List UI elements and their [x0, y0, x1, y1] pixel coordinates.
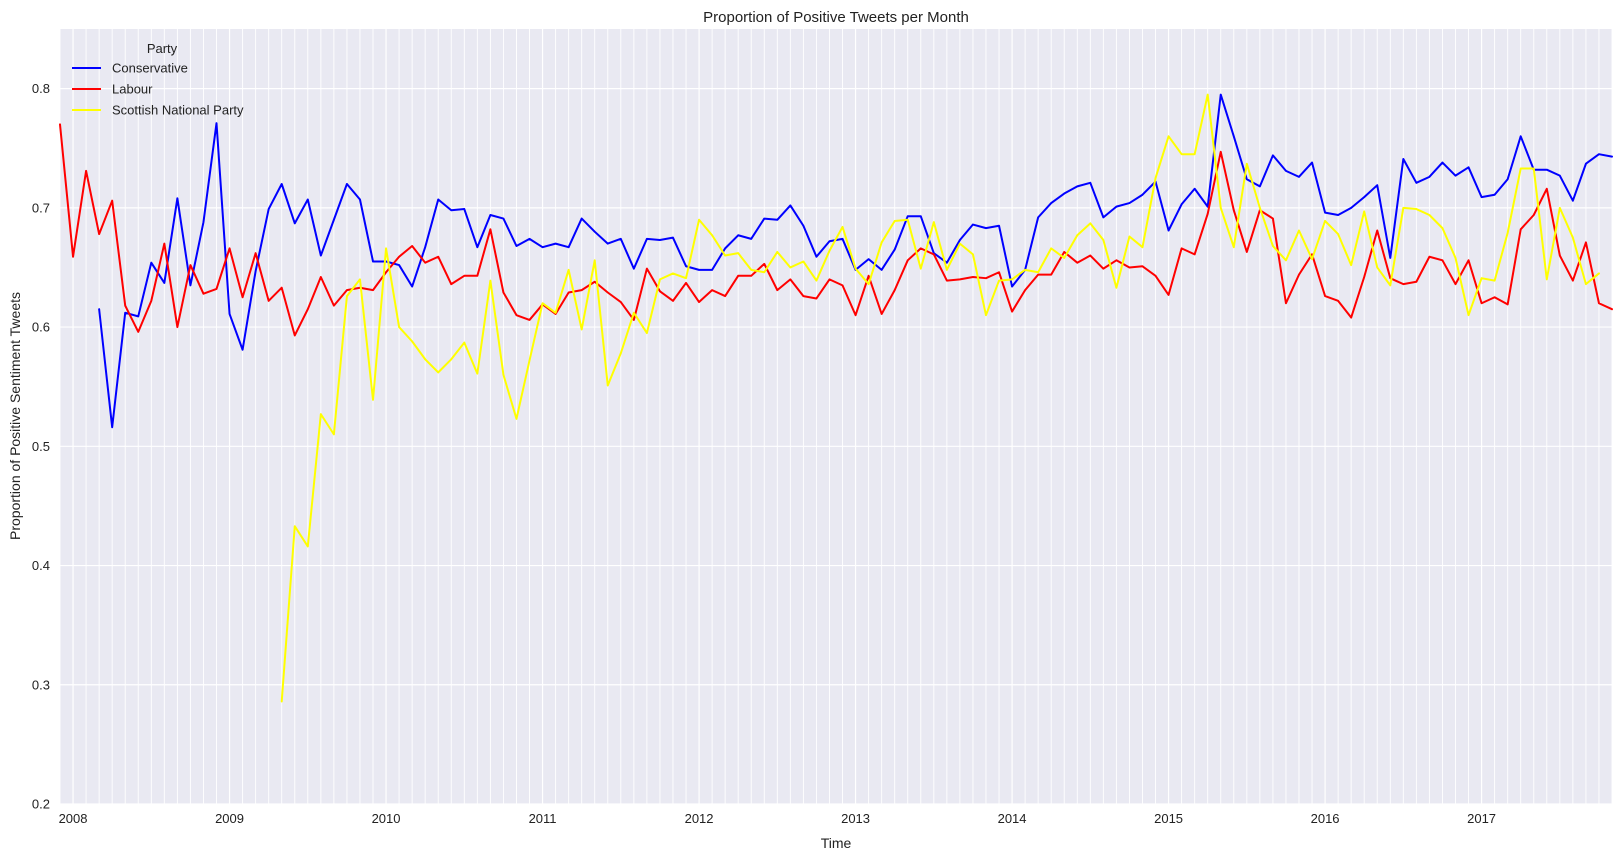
- legend-label: Scottish National Party: [112, 103, 244, 118]
- y-tick-label: 0.6: [32, 320, 50, 335]
- plot-background: [60, 29, 1612, 804]
- x-tick-label: 2010: [372, 811, 401, 826]
- y-tick-label: 0.3: [32, 677, 50, 692]
- series-lines: [59, 93, 1613, 703]
- legend-items: Conservative Labour Scottish National Part…: [72, 61, 244, 118]
- legend-title: Party: [147, 41, 178, 56]
- x-tick-label: 2011: [529, 811, 557, 826]
- y-tick-label: 0.2: [32, 797, 50, 812]
- x-axis-label: Time: [821, 835, 852, 851]
- y-tick-label: 0.4: [32, 558, 50, 573]
- x-tick-label: 2014: [998, 811, 1027, 826]
- y-tick-label: 0.7: [32, 200, 50, 215]
- series-line-1: [59, 123, 1613, 337]
- x-tick-label: 2016: [1311, 811, 1340, 826]
- x-tick-label: 2015: [1154, 811, 1183, 826]
- y-tick-label: 0.8: [32, 81, 50, 96]
- x-tick-label: 2012: [685, 811, 714, 826]
- series-line-2: [280, 93, 1600, 703]
- legend: Party Conservative Labour Scottish Nationa…: [72, 41, 244, 118]
- x-tick-labels: 2008 2009 2010 2011 2012 2013 2014 2015 2016 2017: [59, 811, 1496, 826]
- x-tick-label: 2013: [841, 811, 870, 826]
- legend-label: Conservative: [112, 61, 188, 76]
- x-tick-label: 2017: [1467, 811, 1496, 826]
- y-axis-label: Proportion of Positive Sentiment Tweets: [7, 292, 23, 540]
- x-tick-label: 2009: [215, 811, 244, 826]
- y-tick-label: 0.5: [32, 439, 50, 454]
- y-tick-labels: 0.2 0.3 0.4 0.5 0.6 0.7 0.8: [32, 81, 50, 811]
- x-tick-label: 2008: [59, 811, 88, 826]
- chart-title: Proportion of Positive Tweets per Month: [703, 9, 969, 26]
- legend-label: Labour: [112, 82, 153, 97]
